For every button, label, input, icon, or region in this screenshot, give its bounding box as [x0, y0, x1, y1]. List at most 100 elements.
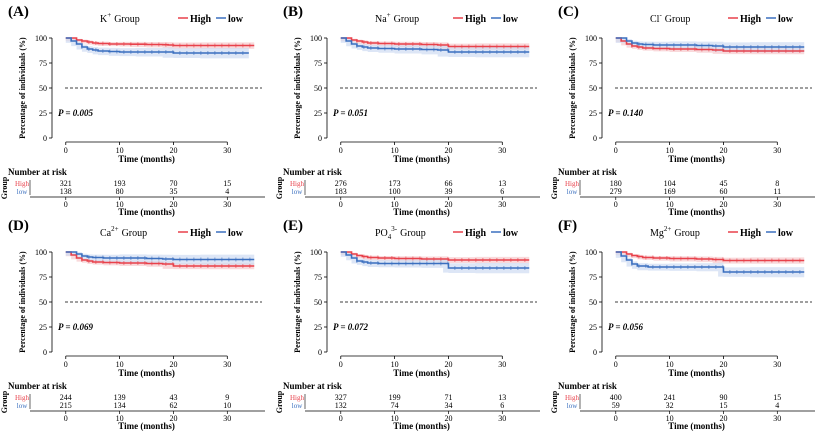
- panel-label: (C): [558, 4, 579, 20]
- panel-title: PO43- Group: [375, 225, 426, 241]
- x-tick-label: 0: [614, 146, 618, 155]
- y-axis-title: Percentage of individuals (%): [18, 251, 27, 353]
- risk-value-high: 90: [719, 393, 727, 402]
- risk-value-high: 327: [335, 393, 347, 402]
- y-tick-label: 0: [43, 134, 47, 143]
- risk-x-tick-label: 10: [116, 414, 124, 423]
- risk-x-tick-label: 10: [666, 414, 674, 423]
- risk-value-low: 11: [773, 187, 781, 196]
- risk-x-axis-title: Time (months): [118, 421, 175, 431]
- risk-row-label-high: High: [565, 180, 580, 188]
- legend-high-label: High: [465, 228, 487, 239]
- y-tick-label: 100: [310, 248, 322, 257]
- legend-high-label: High: [740, 14, 762, 25]
- risk-value-low: 6: [500, 187, 504, 196]
- band-low: [65, 38, 249, 59]
- risk-x-tick-label: 0: [614, 200, 618, 209]
- y-tick-label: 0: [593, 348, 597, 357]
- risk-value-low: 279: [610, 187, 622, 196]
- risk-x-tick-label: 20: [719, 414, 727, 423]
- y-tick-label: 50: [314, 298, 322, 307]
- risk-table-title: Number at risk: [8, 381, 67, 391]
- legend: High low: [453, 14, 519, 25]
- risk-value-high: 180: [610, 179, 622, 188]
- curve-low: [65, 37, 249, 54]
- y-tick-label: 25: [589, 323, 597, 332]
- ion-name: Na: [375, 14, 387, 25]
- risk-x-tick-label: 10: [116, 200, 124, 209]
- p-value: P = 0.051: [333, 108, 368, 118]
- risk-x-axis-title: Time (months): [393, 421, 450, 431]
- y-axis-title: Percentage of individuals (%): [18, 37, 27, 139]
- risk-table-title: Number at risk: [283, 381, 342, 391]
- panel-label: (E): [283, 218, 303, 234]
- risk-value-high: 139: [114, 393, 126, 402]
- risk-x-tick-label: 0: [339, 414, 343, 423]
- risk-row-label-high: High: [15, 180, 30, 188]
- risk-value-low: 74: [391, 401, 399, 410]
- risk-table-group-label: Group: [275, 176, 284, 199]
- risk-value-high: 173: [389, 179, 401, 188]
- risk-value-low: 80: [116, 187, 124, 196]
- risk-x-tick-label: 10: [391, 414, 399, 423]
- panel-title: K+ Group: [100, 11, 140, 25]
- x-tick-label: 0: [614, 360, 618, 369]
- risk-x-tick-label: 20: [444, 414, 452, 423]
- risk-table-title: Number at risk: [558, 167, 617, 177]
- legend-low-label: low: [778, 14, 794, 25]
- ion-superscript: 2+: [111, 225, 119, 233]
- ion-superscript: 3-: [391, 225, 398, 233]
- risk-value-low: 35: [169, 187, 177, 196]
- risk-table-group-label: Group: [550, 176, 559, 199]
- risk-value-high: 70: [169, 179, 177, 188]
- x-tick-label: 10: [391, 146, 399, 155]
- x-tick-label: 30: [223, 360, 231, 369]
- risk-row-label-high: High: [290, 394, 305, 402]
- risk-value-high: 45: [719, 179, 727, 188]
- x-axis-title: Time (months): [393, 368, 450, 378]
- p-value: P = 0.005: [58, 108, 94, 118]
- x-tick-label: 30: [498, 360, 506, 369]
- legend-high-label: High: [465, 14, 487, 25]
- risk-x-tick-label: 20: [719, 200, 727, 209]
- x-axis-title: Time (months): [118, 368, 175, 378]
- legend-low-label: low: [228, 228, 244, 239]
- x-tick-label: 10: [666, 146, 674, 155]
- risk-value-high: 13: [498, 393, 506, 402]
- x-tick-label: 20: [169, 146, 177, 155]
- legend-low-label: low: [228, 14, 244, 25]
- x-tick-label: 30: [223, 146, 231, 155]
- y-tick-label: 75: [39, 59, 47, 68]
- p-value: P = 0.056: [608, 322, 644, 332]
- risk-value-high: 13: [498, 179, 506, 188]
- x-axis-title: Time (months): [118, 154, 175, 164]
- risk-x-tick-label: 30: [773, 414, 781, 423]
- legend-high-label: High: [190, 228, 212, 239]
- ion-name: Ca: [100, 228, 112, 239]
- legend-low-label: low: [503, 14, 519, 25]
- x-tick-label: 0: [339, 360, 343, 369]
- risk-table-title: Number at risk: [558, 381, 617, 391]
- y-tick-label: 75: [314, 59, 322, 68]
- legend: High low: [728, 228, 794, 239]
- risk-value-high: 321: [60, 179, 72, 188]
- risk-value-low: 183: [335, 187, 347, 196]
- legend-group-label: Group: [674, 228, 700, 239]
- curve-high: [65, 251, 255, 267]
- risk-value-high: 8: [775, 179, 779, 188]
- risk-value-high: 9: [225, 393, 229, 402]
- y-tick-label: 0: [593, 134, 597, 143]
- x-tick-label: 10: [666, 360, 674, 369]
- y-tick-label: 50: [39, 298, 47, 307]
- risk-row-label-low: low: [292, 188, 303, 196]
- risk-value-low: 32: [666, 401, 674, 410]
- risk-value-high: 104: [664, 179, 676, 188]
- risk-value-low: 169: [664, 187, 676, 196]
- ion-name: Mg: [650, 228, 664, 239]
- risk-value-low: 59: [612, 401, 620, 410]
- y-axis-title: Percentage of individuals (%): [293, 37, 302, 139]
- ion-name: K: [100, 14, 108, 25]
- band-low: [615, 252, 805, 278]
- y-axis-title: Percentage of individuals (%): [568, 37, 577, 139]
